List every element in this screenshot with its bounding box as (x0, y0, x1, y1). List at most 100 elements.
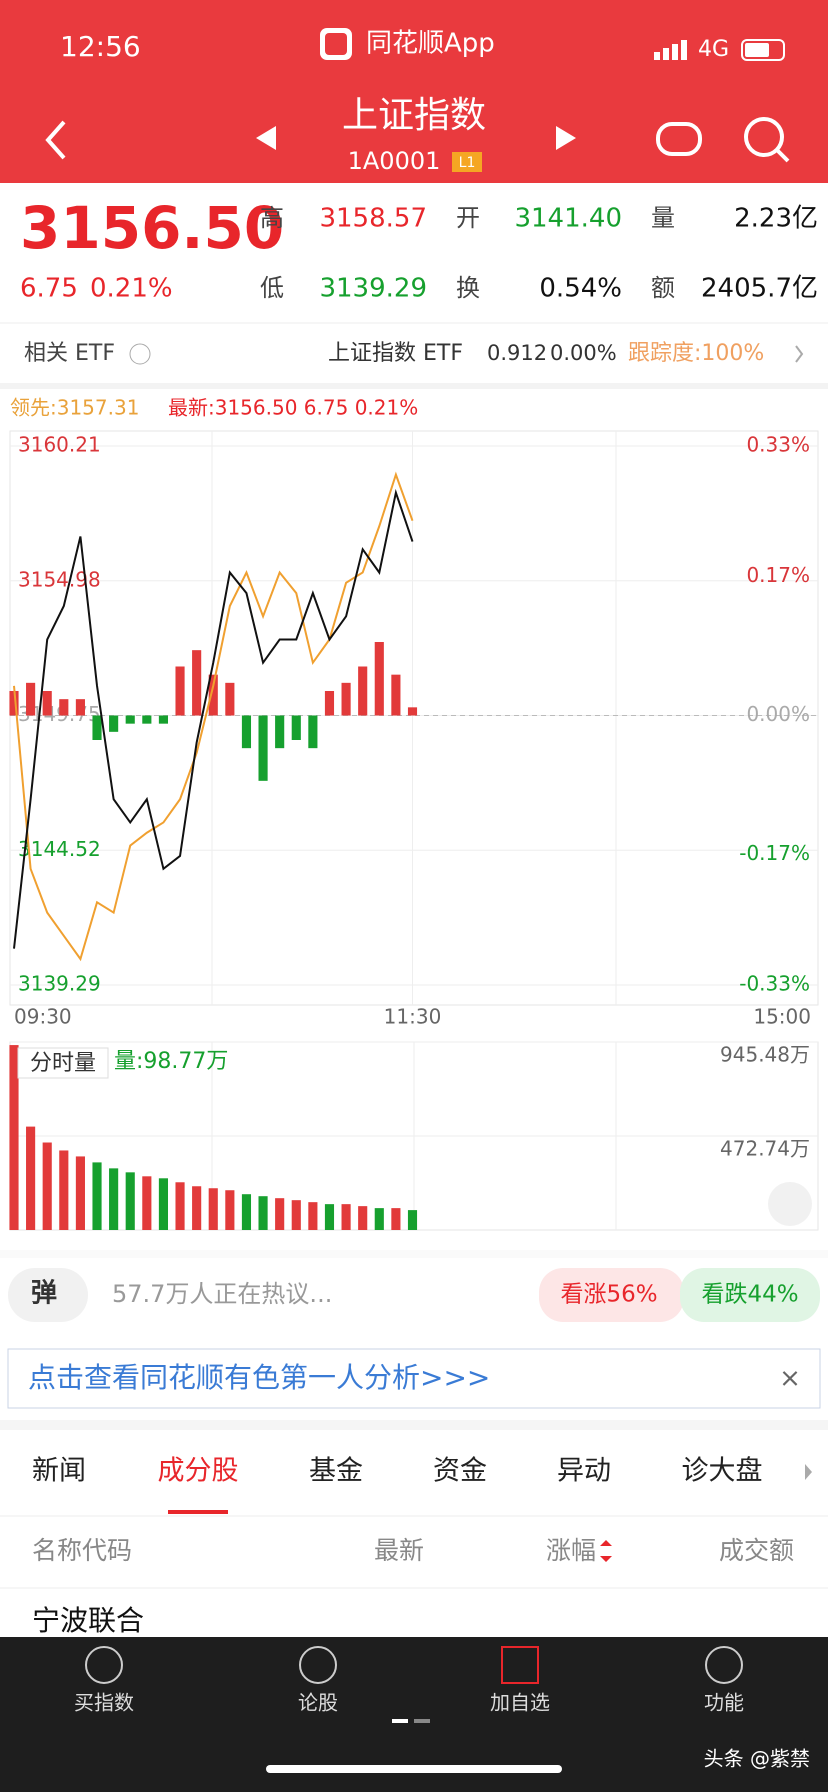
strength-bar (391, 674, 401, 716)
badge-bg (452, 152, 482, 172)
etf-arrow (795, 345, 804, 363)
stock-name[interactable]: 宁波联合 (32, 1604, 144, 1637)
volume-bar (407, 1210, 418, 1230)
prev-button[interactable] (256, 126, 276, 150)
nav-label[interactable]: 功能 (704, 1691, 744, 1715)
y-tick-label: 3154.98 (18, 567, 101, 591)
strength-bar (92, 715, 102, 740)
change: 6.75 (20, 274, 78, 304)
comment-text: 57.7万人正在热议... (112, 1280, 332, 1308)
field-label: 额 (651, 274, 675, 302)
tab[interactable]: 诊大盘 (682, 1456, 763, 1487)
danmaku-button[interactable] (8, 1268, 88, 1322)
strength-bar (407, 707, 418, 716)
back-button[interactable] (45, 120, 66, 160)
x-tick-label: 15:00 (753, 1005, 811, 1029)
tab[interactable]: 成分股 (158, 1456, 239, 1487)
bull-button[interactable] (539, 1268, 684, 1322)
volume-bar (109, 1168, 119, 1230)
tab-more (805, 1464, 812, 1480)
banner[interactable] (7, 1348, 821, 1409)
etf-price: 0.912 (487, 341, 547, 365)
volume-bar (125, 1172, 135, 1230)
etf-tracking[interactable]: 跟踪度:100% (628, 341, 764, 366)
strength-bar (308, 715, 318, 749)
next-button[interactable] (556, 126, 576, 150)
volume-bar (175, 1182, 185, 1230)
banner-close[interactable]: × (779, 1364, 801, 1394)
y2-tick-label: 0.33% (746, 433, 810, 457)
tab[interactable]: 基金 (309, 1456, 363, 1487)
volume-bar (374, 1208, 384, 1230)
bull-text: 看涨56% (560, 1282, 657, 1308)
nav-label[interactable]: 买指数 (74, 1691, 134, 1715)
legend-last: 最新:3156.50 6.75 0.21% (168, 396, 418, 420)
volume-bar (59, 1150, 69, 1230)
strength-bar (358, 666, 368, 716)
volume-current: 量:98.77万 (114, 1049, 228, 1074)
column-header[interactable]: 涨幅 (546, 1536, 596, 1565)
field-value: 2405.7亿 (701, 274, 818, 304)
watermark: 头条 @紫禁 (704, 1747, 810, 1771)
price: 3156.50 (20, 194, 284, 262)
column-header[interactable]: 成交额 (719, 1536, 794, 1565)
sort-icon (600, 1540, 612, 1562)
page-dot (414, 1719, 430, 1723)
gap (0, 1420, 828, 1430)
expand-button[interactable] (768, 1182, 812, 1226)
tab-underline (168, 1510, 228, 1514)
chart-frame (9, 430, 819, 1006)
volume-bar (92, 1162, 102, 1230)
index-title: 上证指数 (342, 95, 486, 136)
strength-bar (208, 674, 218, 716)
robot-button[interactable] (656, 122, 702, 156)
tab[interactable]: 资金 (433, 1456, 487, 1487)
field-value: 2.23亿 (734, 204, 818, 234)
bear-button[interactable] (680, 1268, 820, 1322)
strength-bar (324, 691, 335, 716)
strength-bar (26, 682, 36, 716)
volume-bar (75, 1156, 85, 1230)
change-pct: 0.21% (90, 274, 173, 304)
index-code: 1A0001 (348, 147, 441, 175)
y2-tick-label: -0.17% (739, 841, 810, 865)
tab[interactable]: 异动 (557, 1456, 611, 1487)
strength-bar (241, 715, 252, 749)
banner-text: 点击查看同花顺有色第一人分析>>> (28, 1361, 490, 1394)
tab[interactable]: 新闻 (32, 1456, 86, 1487)
gap (0, 383, 828, 389)
strength-bar (109, 715, 119, 732)
column-header[interactable]: 名称代码 (32, 1536, 132, 1565)
nav-label[interactable]: 论股 (298, 1691, 338, 1715)
x-tick-label: 11:30 (384, 1005, 442, 1029)
column-header[interactable]: 最新 (374, 1536, 424, 1565)
strength-bar (258, 715, 268, 781)
status-time: 12:56 (60, 30, 141, 63)
x-tick-label: 09:30 (14, 1005, 72, 1029)
volume-bar (241, 1194, 252, 1230)
price-line (13, 488, 414, 949)
field-label: 换 (456, 274, 480, 302)
volume-bar (142, 1176, 152, 1230)
volume-bar (158, 1178, 169, 1230)
status-network: 4G (698, 37, 729, 62)
strength-bar (75, 699, 85, 716)
volume-bar (341, 1204, 351, 1230)
field-label: 量 (651, 204, 675, 232)
battery (741, 39, 785, 61)
field-value: 3141.40 (514, 204, 622, 234)
volume-bar (275, 1198, 285, 1230)
signal (654, 40, 687, 60)
y-tick-label: 945.48万 (720, 1043, 810, 1067)
help-icon[interactable] (129, 343, 151, 365)
nav-label[interactable]: 加自选 (490, 1691, 550, 1715)
battery-level (745, 43, 769, 57)
home-indicator (266, 1765, 562, 1773)
strength-bar (341, 682, 351, 716)
strength-bar (59, 699, 69, 716)
search-button[interactable] (744, 117, 784, 157)
y-tick-label: 3139.29 (18, 972, 101, 996)
strength-bar (175, 666, 185, 716)
field-label: 高 (260, 204, 284, 232)
